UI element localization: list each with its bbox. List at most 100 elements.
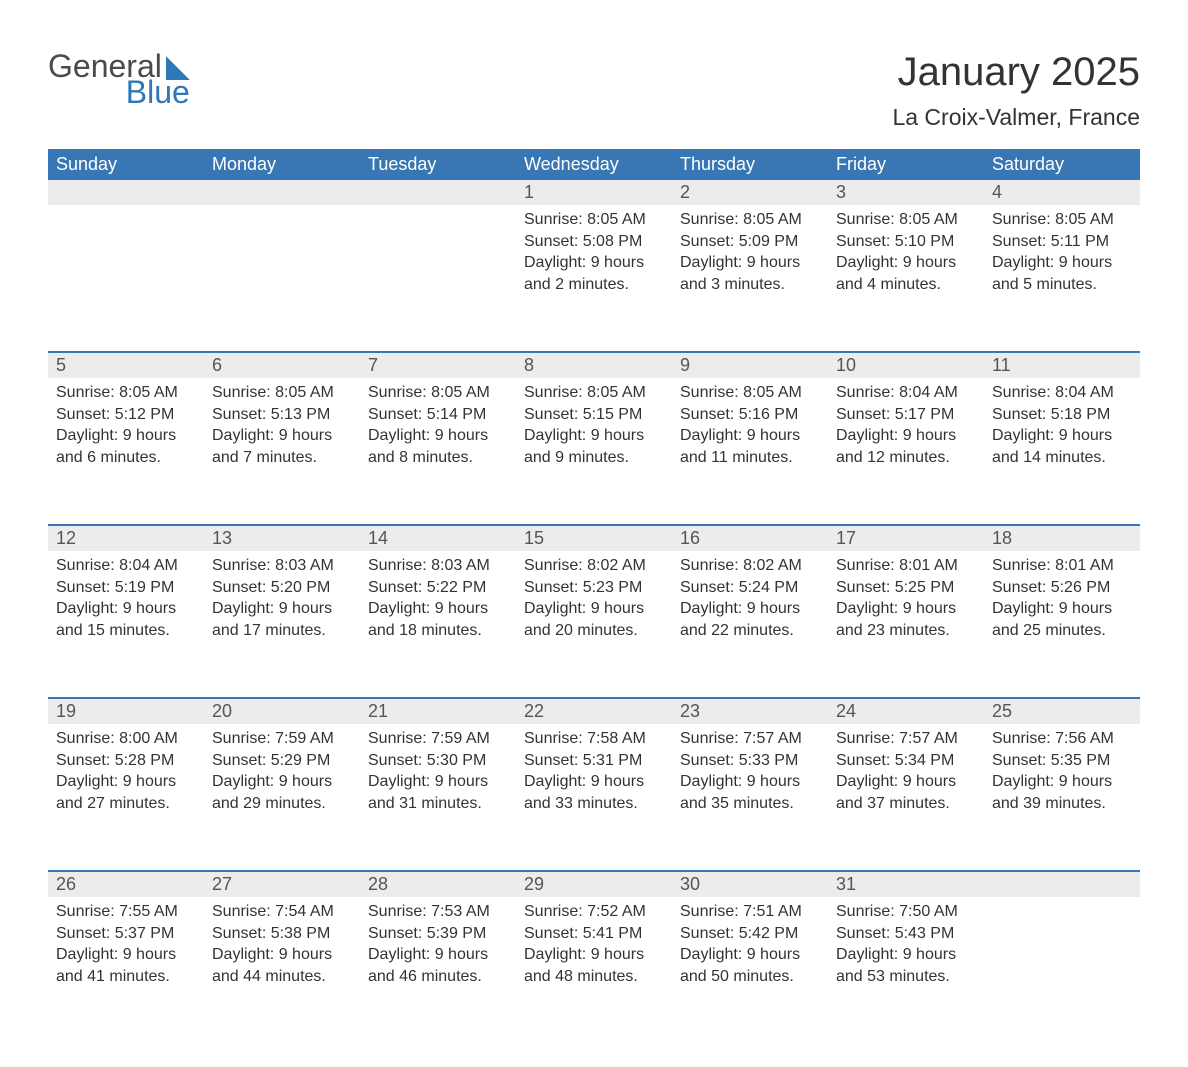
day-detail: Sunrise: 8:05 AMSunset: 5:11 PMDaylight:… xyxy=(990,205,1134,295)
calendar-cell: Sunrise: 8:04 AMSunset: 5:19 PMDaylight:… xyxy=(48,551,204,681)
title-block: January 2025 La Croix-Valmer, France xyxy=(892,50,1140,131)
day-detail: Sunrise: 7:51 AMSunset: 5:42 PMDaylight:… xyxy=(678,897,822,987)
day-number: 18 xyxy=(984,526,1140,551)
daylight-text-1: Daylight: 9 hours xyxy=(368,944,508,966)
logo-line2: Blue xyxy=(48,76,190,108)
day-detail: Sunrise: 8:02 AMSunset: 5:24 PMDaylight:… xyxy=(678,551,822,641)
daylight-text-2: and 41 minutes. xyxy=(56,966,196,988)
daylight-text-1: Daylight: 9 hours xyxy=(524,771,664,793)
day-detail: Sunrise: 8:05 AMSunset: 5:08 PMDaylight:… xyxy=(522,205,666,295)
day-detail: Sunrise: 8:05 AMSunset: 5:10 PMDaylight:… xyxy=(834,205,978,295)
week-row: Sunrise: 8:04 AMSunset: 5:19 PMDaylight:… xyxy=(48,551,1140,681)
calendar-cell: Sunrise: 7:58 AMSunset: 5:31 PMDaylight:… xyxy=(516,724,672,854)
day-detail: Sunrise: 7:54 AMSunset: 5:38 PMDaylight:… xyxy=(210,897,354,987)
page-subtitle: La Croix-Valmer, France xyxy=(892,104,1140,131)
day-number: 19 xyxy=(48,699,204,724)
sunset-text: Sunset: 5:39 PM xyxy=(368,923,508,945)
calendar-cell: Sunrise: 8:05 AMSunset: 5:09 PMDaylight:… xyxy=(672,205,828,335)
calendar-cell: Sunrise: 7:57 AMSunset: 5:33 PMDaylight:… xyxy=(672,724,828,854)
day-number: 13 xyxy=(204,526,360,551)
sunrise-text: Sunrise: 7:53 AM xyxy=(368,901,508,923)
day-number: 2 xyxy=(672,180,828,205)
daylight-text-1: Daylight: 9 hours xyxy=(992,252,1132,274)
daylight-text-2: and 4 minutes. xyxy=(836,274,976,296)
daylight-text-2: and 31 minutes. xyxy=(368,793,508,815)
sunrise-text: Sunrise: 8:04 AM xyxy=(992,382,1132,404)
day-number xyxy=(360,180,516,205)
calendar-cell: Sunrise: 8:02 AMSunset: 5:24 PMDaylight:… xyxy=(672,551,828,681)
day-number: 10 xyxy=(828,353,984,378)
calendar-cell: Sunrise: 8:05 AMSunset: 5:12 PMDaylight:… xyxy=(48,378,204,508)
day-detail: Sunrise: 8:05 AMSunset: 5:15 PMDaylight:… xyxy=(522,378,666,468)
daylight-text-1: Daylight: 9 hours xyxy=(524,598,664,620)
daylight-text-1: Daylight: 9 hours xyxy=(368,425,508,447)
sunset-text: Sunset: 5:37 PM xyxy=(56,923,196,945)
daylight-text-1: Daylight: 9 hours xyxy=(992,598,1132,620)
daylight-text-1: Daylight: 9 hours xyxy=(212,425,352,447)
day-number: 12 xyxy=(48,526,204,551)
daylight-text-2: and 39 minutes. xyxy=(992,793,1132,815)
day-detail: Sunrise: 7:56 AMSunset: 5:35 PMDaylight:… xyxy=(990,724,1134,814)
header: General Blue January 2025 La Croix-Valme… xyxy=(48,50,1140,131)
daylight-text-2: and 37 minutes. xyxy=(836,793,976,815)
sunset-text: Sunset: 5:14 PM xyxy=(368,404,508,426)
daylight-text-1: Daylight: 9 hours xyxy=(992,425,1132,447)
day-number: 28 xyxy=(360,872,516,897)
calendar-cell: Sunrise: 7:54 AMSunset: 5:38 PMDaylight:… xyxy=(204,897,360,1027)
daylight-text-1: Daylight: 9 hours xyxy=(836,771,976,793)
sunrise-text: Sunrise: 7:55 AM xyxy=(56,901,196,923)
sunrise-text: Sunrise: 8:05 AM xyxy=(56,382,196,404)
day-detail: Sunrise: 8:00 AMSunset: 5:28 PMDaylight:… xyxy=(54,724,198,814)
day-number: 4 xyxy=(984,180,1140,205)
sunrise-text: Sunrise: 7:59 AM xyxy=(212,728,352,750)
calendar-cell: Sunrise: 7:59 AMSunset: 5:29 PMDaylight:… xyxy=(204,724,360,854)
day-number-row: 262728293031 xyxy=(48,870,1140,897)
sunset-text: Sunset: 5:26 PM xyxy=(992,577,1132,599)
daylight-text-2: and 11 minutes. xyxy=(680,447,820,469)
sunset-text: Sunset: 5:11 PM xyxy=(992,231,1132,253)
sunrise-text: Sunrise: 7:57 AM xyxy=(680,728,820,750)
day-detail: Sunrise: 8:04 AMSunset: 5:18 PMDaylight:… xyxy=(990,378,1134,468)
daylight-text-1: Daylight: 9 hours xyxy=(680,598,820,620)
day-detail: Sunrise: 7:50 AMSunset: 5:43 PMDaylight:… xyxy=(834,897,978,987)
calendar-cell: Sunrise: 8:05 AMSunset: 5:11 PMDaylight:… xyxy=(984,205,1140,335)
daylight-text-1: Daylight: 9 hours xyxy=(212,598,352,620)
day-detail: Sunrise: 7:59 AMSunset: 5:30 PMDaylight:… xyxy=(366,724,510,814)
daylight-text-2: and 22 minutes. xyxy=(680,620,820,642)
day-number: 11 xyxy=(984,353,1140,378)
sunset-text: Sunset: 5:38 PM xyxy=(212,923,352,945)
calendar-cell: Sunrise: 8:05 AMSunset: 5:13 PMDaylight:… xyxy=(204,378,360,508)
calendar-cell: Sunrise: 8:05 AMSunset: 5:14 PMDaylight:… xyxy=(360,378,516,508)
daylight-text-1: Daylight: 9 hours xyxy=(680,944,820,966)
calendar-cell: Sunrise: 8:04 AMSunset: 5:17 PMDaylight:… xyxy=(828,378,984,508)
sunrise-text: Sunrise: 7:58 AM xyxy=(524,728,664,750)
weeks-container: 1234Sunrise: 8:05 AMSunset: 5:08 PMDayli… xyxy=(48,180,1140,1027)
day-detail: Sunrise: 8:05 AMSunset: 5:12 PMDaylight:… xyxy=(54,378,198,468)
day-number: 14 xyxy=(360,526,516,551)
sunrise-text: Sunrise: 8:02 AM xyxy=(680,555,820,577)
daylight-text-2: and 6 minutes. xyxy=(56,447,196,469)
day-header-row: Sunday Monday Tuesday Wednesday Thursday… xyxy=(48,149,1140,180)
day-detail: Sunrise: 7:52 AMSunset: 5:41 PMDaylight:… xyxy=(522,897,666,987)
day-number: 9 xyxy=(672,353,828,378)
sunset-text: Sunset: 5:34 PM xyxy=(836,750,976,772)
daylight-text-2: and 20 minutes. xyxy=(524,620,664,642)
day-number: 7 xyxy=(360,353,516,378)
day-number: 22 xyxy=(516,699,672,724)
daylight-text-2: and 8 minutes. xyxy=(368,447,508,469)
calendar-cell xyxy=(204,205,360,335)
daylight-text-2: and 29 minutes. xyxy=(212,793,352,815)
day-header: Sunday xyxy=(48,149,204,180)
logo-flag-icon xyxy=(166,56,190,80)
page-title: January 2025 xyxy=(892,50,1140,94)
sunset-text: Sunset: 5:13 PM xyxy=(212,404,352,426)
daylight-text-1: Daylight: 9 hours xyxy=(524,944,664,966)
sunset-text: Sunset: 5:43 PM xyxy=(836,923,976,945)
sunset-text: Sunset: 5:12 PM xyxy=(56,404,196,426)
sunrise-text: Sunrise: 7:51 AM xyxy=(680,901,820,923)
sunrise-text: Sunrise: 8:03 AM xyxy=(212,555,352,577)
day-number-row: 19202122232425 xyxy=(48,697,1140,724)
sunset-text: Sunset: 5:19 PM xyxy=(56,577,196,599)
daylight-text-2: and 33 minutes. xyxy=(524,793,664,815)
calendar-cell xyxy=(984,897,1140,1027)
